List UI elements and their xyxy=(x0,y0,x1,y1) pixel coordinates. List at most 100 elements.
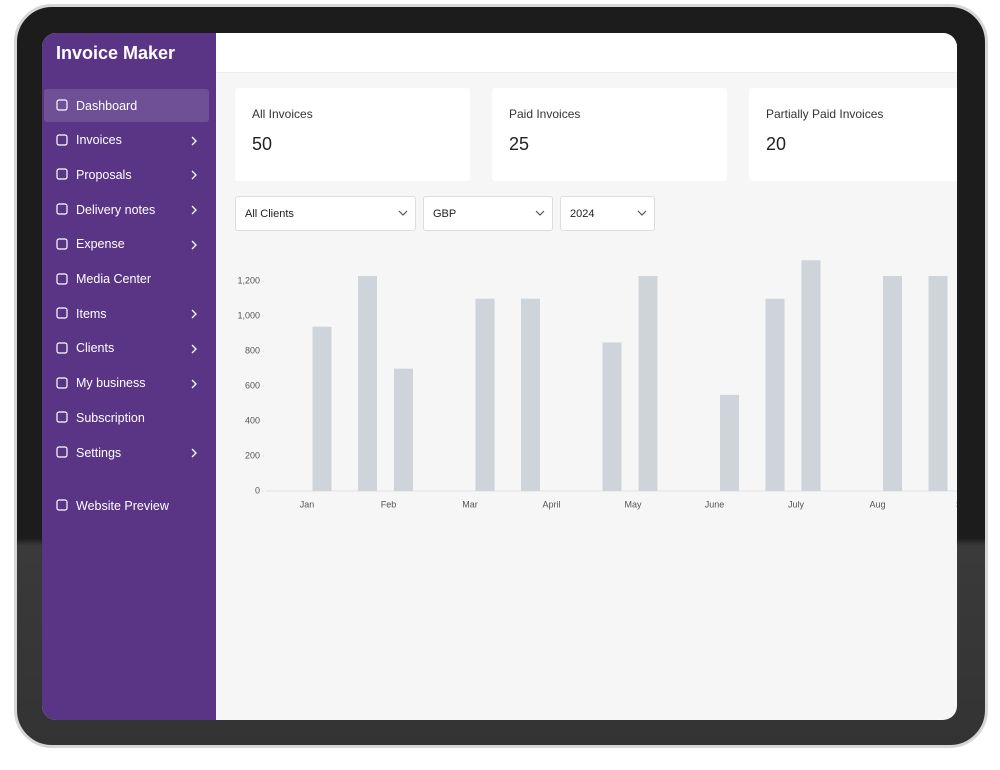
arrow-line xyxy=(535,210,545,216)
chevron-line xyxy=(191,240,197,250)
icon-shape xyxy=(56,99,68,111)
dropdown-arrow xyxy=(637,210,647,216)
nav-item[interactable]: Dashboard xyxy=(44,89,209,122)
x-tick-label: Aug xyxy=(869,499,885,509)
bar xyxy=(928,275,948,491)
bar xyxy=(475,298,495,491)
nav-label: Settings xyxy=(76,445,122,460)
nav-label: My business xyxy=(76,376,146,391)
icon-shape xyxy=(56,168,68,180)
nav-icon xyxy=(56,446,68,458)
chevron-line xyxy=(191,448,197,458)
y-tick-label: 400 xyxy=(245,415,260,425)
y-tick-label: 0 xyxy=(255,485,260,495)
nav-icon xyxy=(56,134,68,146)
icon-shape xyxy=(56,134,68,146)
chevron-line xyxy=(191,170,197,180)
stat-label: Paid Invoices xyxy=(509,107,581,121)
stat-card: Paid Invoices 25 xyxy=(492,88,727,181)
nav-item[interactable]: Settings xyxy=(44,436,209,469)
x-tick-label: May xyxy=(624,499,642,509)
chevron xyxy=(191,170,197,180)
nav-item[interactable]: Proposals xyxy=(44,158,209,191)
y-tick-label: 1,000 xyxy=(237,311,260,321)
bar xyxy=(394,368,413,491)
bar xyxy=(883,275,902,491)
sidebar: Invoice Maker Dashboard Invoices Proposals… xyxy=(42,33,216,720)
nav-item[interactable]: My business xyxy=(44,367,209,400)
icon-shape xyxy=(56,307,68,319)
bar xyxy=(638,275,658,491)
y-tick-label: 1,200 xyxy=(237,276,260,286)
nav-icon xyxy=(56,411,68,423)
bar xyxy=(521,298,540,491)
icon-shape xyxy=(56,446,68,458)
nav-label: Items xyxy=(76,306,107,321)
y-tick-label: 200 xyxy=(245,450,260,460)
stat-value: 20 xyxy=(766,134,787,154)
icon-shape xyxy=(56,238,68,250)
nav-item[interactable]: Expense xyxy=(44,228,209,261)
icon-shape xyxy=(56,203,68,215)
dropdown-arrow xyxy=(398,210,408,216)
nav-item[interactable]: Media Center xyxy=(44,263,209,296)
dropdown[interactable]: 2024 xyxy=(560,196,655,231)
nav-label: Subscription xyxy=(76,410,145,425)
dropdown-arrow xyxy=(535,210,545,216)
bar xyxy=(358,275,377,491)
nav-icon xyxy=(56,272,68,285)
x-tick-label: April xyxy=(542,499,560,509)
dropdown-label: All Clients xyxy=(245,208,294,220)
stat-value: 25 xyxy=(509,134,530,154)
bar xyxy=(765,298,785,491)
chevron xyxy=(191,448,197,458)
chevron-line xyxy=(191,344,197,354)
screen: Invoice Maker Dashboard Invoices Proposals… xyxy=(42,33,957,720)
dropdown[interactable]: All Clients xyxy=(235,196,416,231)
nav-item[interactable]: Invoices xyxy=(44,124,209,157)
icon-shape xyxy=(56,499,68,511)
nav-item[interactable]: Subscription xyxy=(44,401,209,434)
nav-icon xyxy=(56,238,68,250)
bar xyxy=(801,260,821,491)
nav-item[interactable]: Website Preview xyxy=(44,489,209,522)
chevron xyxy=(191,379,197,389)
nav-item[interactable]: Items xyxy=(44,297,209,330)
y-tick-label: 800 xyxy=(245,346,260,356)
x-tick-label: Mar xyxy=(462,499,478,509)
x-tick-label: Jan xyxy=(300,499,315,509)
nav-label: Expense xyxy=(76,237,125,252)
nav-item[interactable]: Clients xyxy=(44,332,209,365)
chart: 0 200 400 600 800 1,000 1,200 Jan Feb Mar April May… xyxy=(237,260,957,509)
dropdown[interactable]: GBP xyxy=(423,196,553,231)
nav-icon xyxy=(56,342,68,354)
bar xyxy=(312,326,332,491)
chevron xyxy=(191,136,197,146)
chevron xyxy=(191,309,197,319)
nav-icon xyxy=(56,376,68,389)
nav-item[interactable]: Delivery notes xyxy=(44,193,209,226)
nav-label: Clients xyxy=(76,341,115,356)
app-title: Invoice Maker xyxy=(56,43,176,63)
x-tick-label: Feb xyxy=(381,499,397,509)
nav-icon xyxy=(56,168,68,180)
nav-icon xyxy=(56,203,68,215)
bar xyxy=(602,342,622,491)
chevron-line xyxy=(191,379,197,389)
chevron xyxy=(191,240,197,250)
chevron-line xyxy=(191,309,197,319)
nav-label: Delivery notes xyxy=(76,202,156,217)
chevron xyxy=(191,205,197,215)
nav-label: Dashboard xyxy=(76,98,138,113)
arrow-line xyxy=(637,210,647,216)
x-tick-label: June xyxy=(705,499,725,509)
stat-label: Partially Paid Invoices xyxy=(766,107,884,121)
icon-shape xyxy=(56,342,68,354)
x-tick-label: S xyxy=(956,499,957,509)
nav-icon xyxy=(56,99,68,111)
bar xyxy=(720,394,739,491)
y-tick-label: 600 xyxy=(245,380,260,390)
x-tick-label: July xyxy=(788,499,805,509)
nav-label: Media Center xyxy=(76,272,152,286)
